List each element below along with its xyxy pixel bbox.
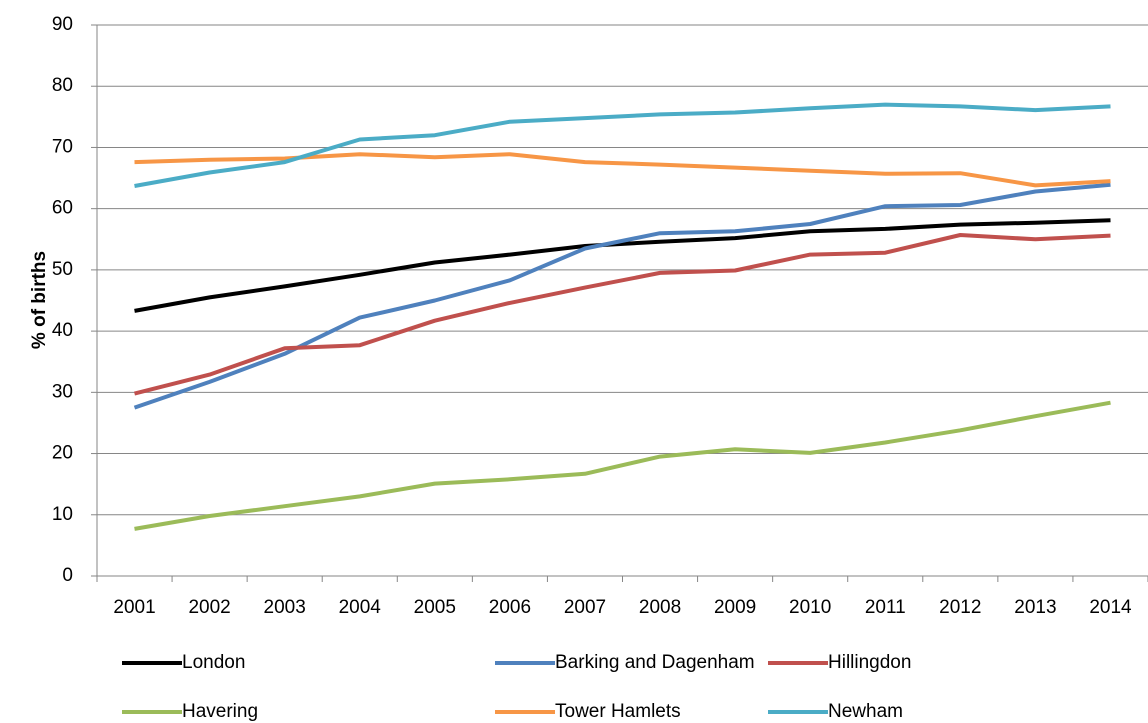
series-line — [134, 102, 1111, 188]
x-tick-label: 2011 — [865, 597, 906, 618]
legend-label: Newham — [828, 701, 903, 722]
series-line — [134, 218, 1111, 313]
x-tick-label: 2005 — [414, 597, 456, 618]
x-tick-label: 2013 — [1014, 597, 1056, 618]
x-tick-label: 2001 — [113, 597, 155, 618]
x-tick-label: 2006 — [489, 597, 531, 618]
series-line — [134, 233, 1111, 396]
y-tick-label: 90 — [52, 14, 73, 35]
series-line — [134, 400, 1111, 531]
y-tick-label: 30 — [52, 381, 73, 402]
legend-label: Barking and Dagenham — [555, 652, 755, 673]
y-tick-label: 60 — [52, 198, 73, 219]
legend-label: Havering — [182, 701, 258, 722]
y-tick-label: 0 — [62, 565, 73, 586]
y-tick-label: 40 — [52, 320, 73, 341]
x-tick-label: 2012 — [939, 597, 981, 618]
x-tick-label: 2008 — [639, 597, 681, 618]
x-tick-label: 2003 — [264, 597, 306, 618]
legend-label: Hillingdon — [828, 652, 911, 673]
x-tick-label: 2002 — [188, 597, 230, 618]
y-axis-label: % of births — [29, 251, 50, 349]
x-tick-label: 2010 — [789, 597, 831, 618]
x-tick-label: 2004 — [339, 597, 382, 618]
series-line — [133, 182, 1111, 410]
y-tick-label: 10 — [52, 504, 73, 525]
y-tick-label: 80 — [52, 75, 73, 96]
y-tick-label: 70 — [52, 136, 73, 157]
series-line — [134, 152, 1111, 188]
y-tick-label: 20 — [52, 443, 73, 464]
x-tick-label: 2009 — [714, 597, 756, 618]
x-tick-label: 2014 — [1089, 597, 1132, 618]
y-tick-label: 50 — [52, 259, 73, 280]
x-tick-label: 2007 — [564, 597, 606, 618]
legend-label: Tower Hamlets — [555, 701, 681, 722]
legend-label: London — [182, 652, 245, 673]
